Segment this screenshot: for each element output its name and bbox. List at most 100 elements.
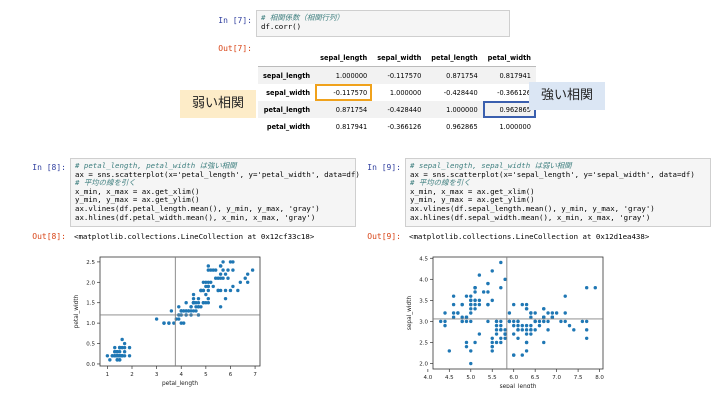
data-point — [179, 321, 183, 325]
data-point — [572, 328, 576, 332]
data-point — [499, 323, 503, 328]
data-point — [199, 305, 203, 309]
data-point — [117, 354, 122, 358]
data-point — [529, 323, 533, 328]
y-tick-label: 2.0 — [86, 280, 95, 286]
data-point — [211, 268, 215, 272]
data-point — [503, 328, 507, 332]
data-point — [490, 349, 494, 353]
highlighted-weak-cell: -0.117570 — [315, 84, 373, 101]
row-header: petal_length — [263, 105, 311, 114]
data-point — [533, 319, 537, 324]
y-tick-label: 1.5 — [86, 301, 95, 307]
table-row: petal_length 0.871754 -0.428440 1.000000… — [258, 101, 536, 118]
data-point — [228, 288, 233, 293]
weak-correlation-callout: 弱い相関 — [180, 90, 256, 118]
data-point — [469, 361, 473, 366]
code-line: y_min, y_max = ax.get_ylim() — [410, 195, 535, 205]
data-point — [520, 328, 524, 332]
data-point — [189, 305, 193, 309]
data-point — [115, 358, 119, 362]
data-point — [206, 264, 211, 268]
x-tick-label: 6.5 — [531, 375, 540, 381]
data-point — [520, 353, 524, 357]
data-point — [512, 323, 516, 328]
data-point — [516, 323, 520, 328]
table-row: sepal_length 1.000000 -0.117570 0.871754… — [258, 66, 536, 84]
data-point — [529, 311, 533, 315]
data-point — [223, 288, 228, 293]
data-point — [464, 294, 469, 298]
data-point — [115, 350, 119, 354]
column-header: petal_length — [426, 49, 483, 67]
data-point — [486, 319, 490, 324]
data-point — [516, 319, 520, 324]
out-prompt-7: Out[7]: — [218, 44, 252, 53]
data-point — [221, 276, 225, 280]
data-point — [226, 276, 230, 280]
x-tick-label: 4.5 — [445, 375, 454, 381]
data-point — [542, 340, 546, 345]
data-point — [120, 354, 124, 358]
data-point — [206, 268, 211, 272]
data-point — [245, 272, 250, 276]
data-point — [122, 354, 127, 358]
data-point — [204, 301, 208, 305]
data-point — [189, 309, 193, 313]
code-block: # 相関係数（相関行列） df.corr() — [257, 11, 509, 34]
data-point — [186, 309, 191, 313]
data-point — [499, 286, 503, 290]
data-point — [512, 332, 516, 336]
code-line: ax.hlines(df.sepal_width.mean(), x_min, … — [410, 212, 651, 222]
data-point — [184, 301, 188, 305]
data-point — [218, 276, 223, 280]
output-text-8: <matplotlib.collections.LineCollection a… — [74, 232, 315, 241]
correlation-table: sepal_length sepal_width petal_length pe… — [258, 49, 536, 135]
column-header: sepal_length — [315, 49, 373, 67]
data-point — [177, 317, 181, 321]
code-comment: # 平均の線を引く — [75, 178, 136, 188]
data-point — [177, 305, 181, 309]
x-tick-label: 4 — [179, 372, 183, 378]
data-point — [113, 354, 117, 358]
data-point — [201, 288, 206, 293]
table-cell: -0.428440 — [443, 88, 478, 97]
data-point — [593, 286, 597, 290]
data-point — [580, 319, 585, 324]
data-point — [238, 280, 243, 285]
data-point — [512, 302, 516, 307]
x-tick-label: 7.5 — [574, 375, 583, 381]
code-cell-9[interactable]: # sepal_length, sepal_width は弱い相関 ax = s… — [405, 158, 711, 227]
data-point — [490, 336, 494, 340]
data-point — [218, 288, 223, 293]
code-cell-8[interactable]: # petal_length, petal_width は強い相関 ax = s… — [70, 158, 360, 227]
plot-frame — [99, 256, 261, 367]
data-point — [469, 311, 473, 315]
data-point — [460, 319, 464, 324]
data-point — [162, 321, 166, 325]
data-point — [206, 284, 211, 289]
code-comment: # 相関係数（相関行列） — [261, 13, 344, 22]
data-point — [169, 309, 174, 313]
data-point — [196, 305, 201, 309]
data-point — [167, 321, 171, 325]
data-point — [499, 328, 503, 332]
data-point — [473, 298, 477, 303]
data-point — [223, 272, 228, 276]
data-point — [117, 345, 122, 350]
data-point — [529, 328, 533, 332]
data-point — [122, 345, 127, 350]
data-point — [542, 319, 546, 324]
data-point — [228, 260, 233, 264]
data-point — [537, 319, 542, 324]
code-cell-7[interactable]: # 相関係数（相関行列） df.corr() — [256, 10, 510, 37]
x-tick-label: 8.0 — [595, 375, 604, 381]
data-point — [469, 302, 473, 307]
data-point — [451, 294, 456, 298]
x-tick-label: 7.0 — [552, 375, 561, 381]
code-comment: # petal_length, petal_width は強い相関 — [75, 161, 237, 170]
data-point — [451, 315, 456, 319]
code-line: df.corr() — [261, 21, 302, 31]
data-point — [507, 319, 512, 324]
y-tick-label: 0.5 — [86, 342, 95, 348]
